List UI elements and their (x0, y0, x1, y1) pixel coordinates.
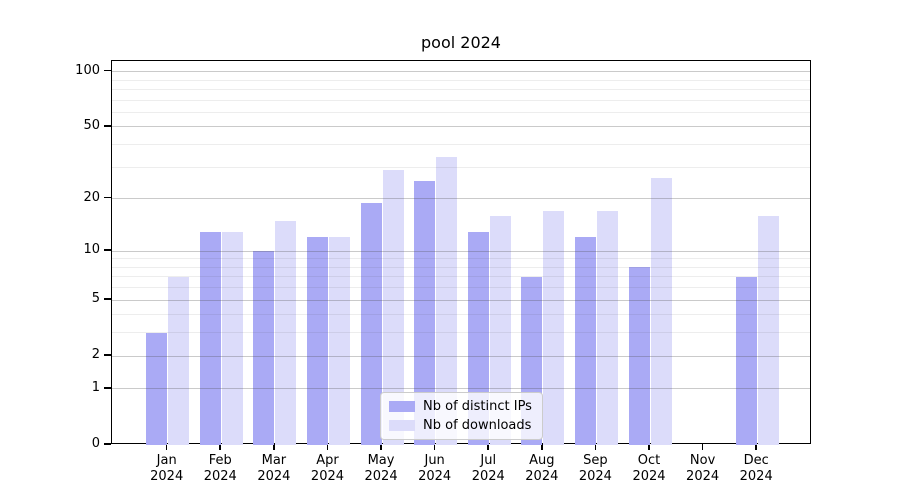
x-tick-label-oct: Oct 2024 (632, 453, 666, 484)
x-tick-label-dec: Dec 2024 (739, 453, 773, 484)
y-tick-label-2: 2 (91, 347, 100, 363)
legend-item-downloads: Nb of downloads (389, 418, 532, 433)
bar-downloads-jul (489, 215, 511, 445)
x-tick-label-aug: Aug 2024 (525, 453, 559, 484)
bar-downloads-apr (328, 237, 350, 445)
y-tick-label-5: 5 (91, 291, 100, 307)
x-tick-label-apr: Apr 2024 (310, 453, 345, 484)
x-tick-label-mar: Mar 2024 (257, 453, 291, 484)
bar-downloads-feb (221, 231, 243, 445)
y-tick-mark-50 (104, 125, 111, 127)
plot-area: Nb of distinct IPs Nb of downloads (111, 60, 811, 445)
legend-swatch-downloads (389, 420, 415, 431)
bar-downloads-jan (168, 276, 190, 445)
x-tick-mark-jul (487, 444, 490, 450)
y-tick-mark-0 (104, 443, 111, 445)
y-tick-mark-2 (104, 354, 111, 356)
x-tick-label-jul: Jul 2024 (471, 453, 505, 484)
x-tick-label-jun: Jun 2024 (418, 453, 452, 484)
y-tick-mark-1 (104, 387, 111, 389)
y-tick-label-100: 100 (75, 62, 100, 78)
x-tick-mark-sep (594, 444, 597, 450)
legend: Nb of distinct IPs Nb of downloads (380, 392, 543, 440)
x-tick-label-sep: Sep 2024 (578, 453, 612, 484)
y-tick-mark-10 (104, 249, 111, 251)
bar-distinct-ips-oct (628, 267, 650, 445)
bar-distinct-ips-apr (306, 237, 328, 445)
x-tick-label-jan: Jan 2024 (150, 453, 184, 484)
bar-distinct-ips-jan (146, 332, 168, 445)
y-tick-label-0: 0 (91, 436, 100, 451)
bar-downloads-oct (650, 178, 672, 445)
legend-label-distinct-ips: Nb of distinct IPs (423, 399, 532, 414)
y-tick-label-50: 50 (83, 117, 100, 133)
x-tick-mark-mar (273, 444, 275, 450)
x-tick-mark-nov (701, 444, 704, 450)
bar-layer (112, 61, 810, 445)
y-tick-label-10: 10 (83, 242, 100, 257)
bar-distinct-ips-dec (735, 276, 757, 445)
y-tick-mark-100 (104, 69, 111, 72)
chart-title: pool 2024 (421, 33, 501, 52)
bar-downloads-dec (757, 215, 779, 445)
y-tick-label-20: 20 (83, 189, 100, 205)
bar-distinct-ips-jul (467, 231, 489, 445)
x-tick-mark-oct (648, 444, 650, 450)
bar-distinct-ips-jun (414, 181, 436, 445)
bar-downloads-jun (436, 157, 458, 445)
x-tick-mark-jun (433, 444, 436, 450)
x-tick-mark-jan (165, 444, 168, 450)
bar-downloads-mar (275, 220, 297, 445)
x-tick-mark-may (380, 444, 382, 450)
bar-downloads-may (382, 169, 404, 445)
x-tick-mark-feb (219, 444, 222, 450)
x-tick-mark-apr (326, 444, 329, 450)
bar-distinct-ips-may (360, 202, 382, 445)
bar-downloads-aug (543, 211, 565, 445)
legend-item-distinct-ips: Nb of distinct IPs (389, 399, 532, 414)
legend-label-downloads: Nb of downloads (423, 418, 532, 433)
x-tick-label-feb: Feb 2024 (203, 453, 237, 484)
bar-distinct-ips-feb (199, 231, 221, 445)
bar-distinct-ips-mar (253, 251, 275, 445)
y-tick-label-1: 1 (91, 379, 100, 395)
x-tick-label-may: May 2024 (364, 453, 398, 484)
x-tick-mark-aug (541, 444, 543, 450)
x-tick-mark-dec (755, 444, 757, 450)
bar-downloads-sep (596, 211, 618, 445)
y-tick-mark-5 (104, 298, 111, 300)
x-tick-label-nov: Nov 2024 (686, 453, 720, 484)
y-tick-mark-20 (104, 196, 111, 199)
bar-distinct-ips-sep (574, 237, 596, 445)
legend-swatch-distinct-ips (389, 401, 415, 412)
